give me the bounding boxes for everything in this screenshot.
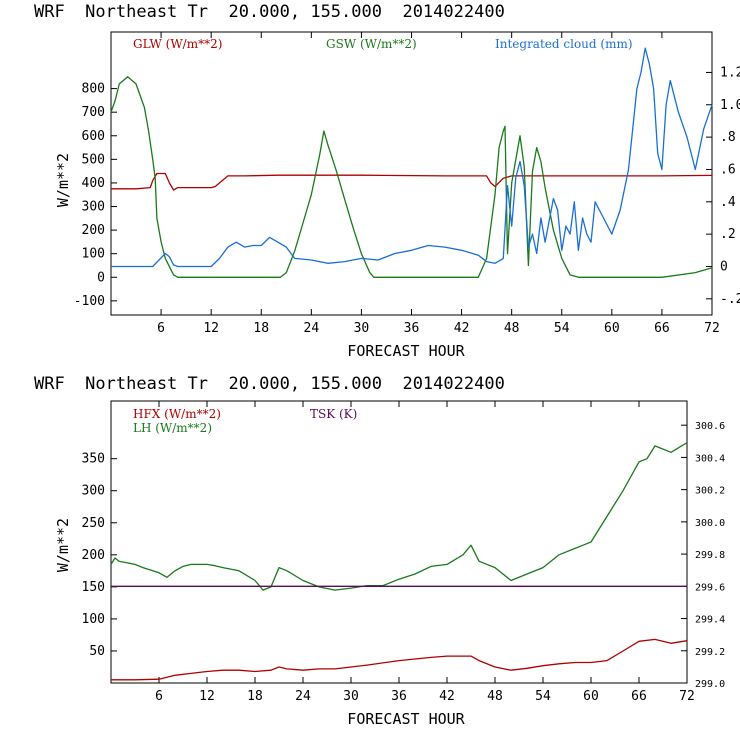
y-tick-label: 300 xyxy=(82,484,105,499)
y-tick-label: 500 xyxy=(82,152,105,167)
x-tick-label: 48 xyxy=(487,689,503,704)
y2-tick-label: -.2 xyxy=(720,292,740,307)
y-tick-label: 400 xyxy=(82,176,105,191)
chart2-y-axis-label: W/m**2 xyxy=(54,518,72,572)
x-tick-label: 36 xyxy=(391,689,407,704)
y-tick-label: 250 xyxy=(82,516,105,531)
y-tick-label: 200 xyxy=(82,548,105,563)
y2-tick-label: 299.0 xyxy=(695,679,725,690)
y2-tick-label: .4 xyxy=(720,195,736,210)
y-tick-label: 700 xyxy=(82,105,105,120)
y2-tick-label: 1.2 xyxy=(720,65,740,80)
y-tick-label: 150 xyxy=(82,580,105,595)
x-tick-label: 42 xyxy=(439,689,455,704)
chart1-legend-glw: GLW (W/m**2) xyxy=(133,37,222,51)
x-tick-label: 60 xyxy=(604,321,620,336)
x-tick-label: 12 xyxy=(203,321,219,336)
chart1-y2-ticks: 1.2 1.0 .8 .6 .4 .2 0 -.2 xyxy=(706,65,740,307)
x-tick-label: 66 xyxy=(654,321,670,336)
x-tick-label: 72 xyxy=(679,689,695,704)
x-tick-label: 30 xyxy=(343,689,359,704)
chart1-x-axis-label: FORECAST HOUR xyxy=(347,342,465,360)
y2-tick-label: 299.4 xyxy=(695,615,725,626)
x-tick-label: 30 xyxy=(354,321,370,336)
chart1-legend-gsw: GSW (W/m**2) xyxy=(326,37,417,51)
chart2-legend-tsk: TSK (K) xyxy=(310,407,357,421)
x-tick-label: 42 xyxy=(454,321,470,336)
y2-tick-label: 300.2 xyxy=(695,486,725,497)
x-tick-label: 12 xyxy=(199,689,215,704)
y2-tick-label: .8 xyxy=(720,130,736,145)
x-tick-label: 24 xyxy=(295,689,311,704)
series-line-0 xyxy=(111,638,688,681)
x-tick-label: 6 xyxy=(157,321,165,336)
x-tick-label: 54 xyxy=(535,689,551,704)
series-line-2 xyxy=(111,47,713,268)
y2-tick-label: 300.0 xyxy=(695,518,725,529)
series-line-0 xyxy=(111,172,713,191)
y2-tick-label: 1.0 xyxy=(720,98,740,113)
chart1-y-axis-label: W/m**2 xyxy=(54,153,72,207)
y-tick-label: 350 xyxy=(82,452,105,467)
chart1-x-ticks: 6 12 18 24 30 36 42 48 54 60 66 72 xyxy=(157,32,720,336)
chart2-y2-ticks: 300.6 300.4 300.2 300.0 299.8 299.6 299.4 299.2… xyxy=(681,421,725,690)
chart2-plot-frame xyxy=(110,400,688,684)
y2-tick-label: 299.8 xyxy=(695,550,725,561)
x-tick-label: 72 xyxy=(704,321,720,336)
y-tick-label: 50 xyxy=(89,644,105,659)
chart2-x-ticks: 6 12 18 24 30 36 42 48 54 60 66 72 xyxy=(155,401,695,704)
y-tick-label: 100 xyxy=(82,247,105,262)
chart1-series xyxy=(110,47,713,278)
chart1-title: WRF Northeast Tr 20.000, 155.000 2014022… xyxy=(34,2,505,22)
chart1-plot-frame xyxy=(110,31,713,316)
chart2-title: WRF Northeast Tr 20.000, 155.000 2014022… xyxy=(34,374,505,394)
chart1-y-ticks: 800 700 600 500 400 300 200 100 0 -100 xyxy=(74,82,117,309)
chart1-legend-cloud: Integrated cloud (mm) xyxy=(495,37,633,51)
x-tick-label: 66 xyxy=(631,689,647,704)
x-tick-label: 36 xyxy=(404,321,420,336)
y-tick-label: 800 xyxy=(82,82,105,97)
x-tick-label: 54 xyxy=(554,321,570,336)
chart2-series xyxy=(110,442,688,681)
y2-tick-label: 299.2 xyxy=(695,647,725,658)
x-tick-label: 24 xyxy=(304,321,320,336)
series-line-1 xyxy=(110,76,713,278)
y-tick-label: 100 xyxy=(82,612,105,627)
y2-tick-label: 0 xyxy=(720,259,728,274)
y-tick-label: 0 xyxy=(97,270,105,285)
x-tick-label: 60 xyxy=(583,689,599,704)
chart2-y-ticks: 350 300 250 200 150 100 50 xyxy=(82,452,117,659)
y2-tick-label: .2 xyxy=(720,227,736,242)
chart2-x-axis-label: FORECAST HOUR xyxy=(347,710,465,728)
series-line-1 xyxy=(110,442,688,591)
y2-tick-label: .6 xyxy=(720,162,736,177)
chart2-legend-hfx: HFX (W/m**2) xyxy=(133,407,221,421)
y2-tick-label: 300.6 xyxy=(695,421,725,432)
y-tick-label: 200 xyxy=(82,223,105,238)
x-tick-label: 18 xyxy=(247,689,263,704)
x-tick-label: 18 xyxy=(253,321,269,336)
y2-tick-label: 299.6 xyxy=(695,582,725,593)
x-tick-label: 48 xyxy=(504,321,520,336)
y-tick-label: -100 xyxy=(74,294,105,309)
x-tick-label: 6 xyxy=(155,689,163,704)
y2-tick-label: 300.4 xyxy=(695,453,725,464)
chart2-legend-lh: LH (W/m**2) xyxy=(133,421,212,435)
y-tick-label: 300 xyxy=(82,200,105,215)
y-tick-label: 600 xyxy=(82,129,105,144)
